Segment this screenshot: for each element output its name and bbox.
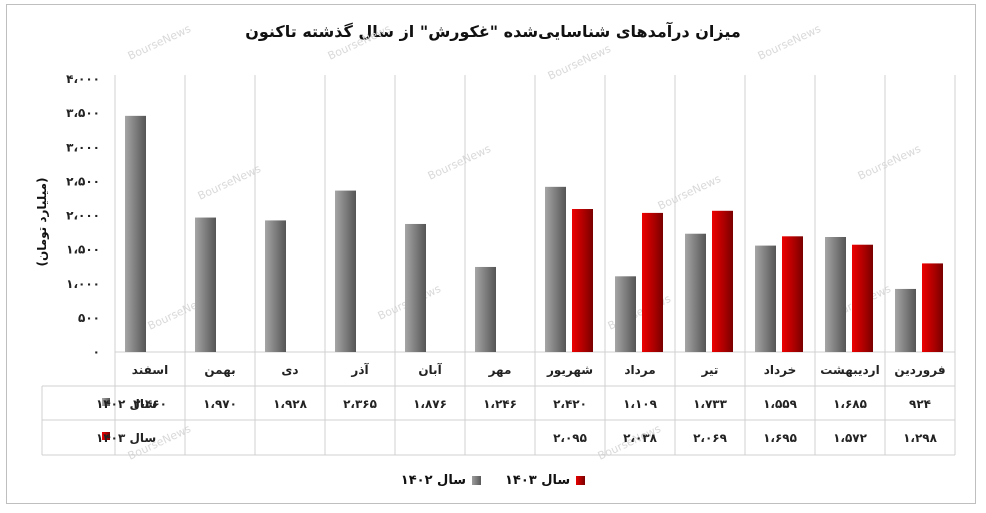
table-cell-1402: ۱،۲۴۶	[483, 397, 517, 411]
legend-item-1402: سال ۱۴۰۲	[401, 473, 481, 488]
table-cell-1403: ۱،۶۹۵	[763, 431, 797, 445]
table-cell-1403: ۱،۲۹۸	[903, 431, 938, 445]
bar-1402	[195, 217, 216, 352]
x-tick-label: تیر	[701, 363, 719, 377]
bar-1402	[685, 233, 706, 352]
legend-swatch-1403	[576, 476, 586, 485]
y-tick-label: ۲،۰۰۰	[66, 209, 100, 223]
watermark-0: BourseNews	[126, 22, 193, 63]
bar-1402	[265, 220, 286, 352]
bar-1403	[922, 263, 943, 352]
x-tick-label: مهر	[488, 363, 512, 377]
x-tick-label: آبان	[418, 362, 442, 377]
x-tick-label: مرداد	[624, 363, 655, 377]
y-tick-label: ۴،۰۰۰	[66, 72, 100, 86]
bar-1402	[335, 190, 356, 352]
row-header-1402: سال ۱۴۰۲	[96, 397, 156, 411]
watermark-6: BourseNews	[656, 172, 723, 213]
table-cell-1403: ۲،۰۳۸	[623, 431, 658, 445]
bar-1403	[852, 244, 873, 352]
y-tick-label: ۱،۵۰۰	[66, 243, 100, 257]
table-cell-1402: ۹۲۴	[909, 397, 931, 411]
x-tick-label: شهریور	[546, 363, 593, 378]
y-tick-label: ۵۰۰	[78, 311, 100, 325]
chart-legend: سال ۱۴۰۲ سال ۱۴۰۳	[0, 473, 986, 488]
bar-1402	[825, 236, 846, 352]
watermark-2: BourseNews	[546, 42, 613, 83]
bar-1402	[895, 288, 916, 352]
bar-1402	[615, 276, 636, 352]
legend-label-1403: سال ۱۴۰۳	[505, 473, 571, 488]
table-cell-1402: ۲،۴۲۰	[553, 397, 587, 411]
row-key-1402	[102, 398, 110, 406]
table-cell-1402: ۲،۳۶۵	[343, 397, 377, 411]
row-key-1403	[102, 432, 110, 440]
table-cell-1402: ۳،۴۶۰	[133, 397, 167, 411]
table-cell-1402: ۱،۸۷۶	[413, 397, 447, 411]
table-cell-1402: ۱،۱۰۹	[623, 397, 658, 411]
x-tick-label: اردیبهشت	[820, 363, 879, 377]
bar-1403	[782, 236, 803, 352]
watermark-3: BourseNews	[756, 22, 823, 63]
bar-1402	[125, 115, 146, 352]
bar-1403	[572, 209, 593, 352]
watermark-1: BourseNews	[326, 22, 393, 63]
bar-1402	[545, 186, 566, 352]
x-tick-label: فروردین	[894, 363, 945, 378]
y-tick-label: ۱،۰۰۰	[66, 277, 100, 291]
x-tick-label: بهمن	[204, 363, 235, 377]
y-tick-label: ۲،۵۰۰	[66, 174, 100, 188]
table-cell-1402: ۱،۹۷۰	[203, 397, 237, 411]
y-tick-label: ۳،۰۰۰	[66, 140, 100, 154]
table-cell-1403: ۲،۰۶۹	[693, 431, 728, 445]
watermark-7: BourseNews	[856, 142, 923, 183]
table-cell-1402: ۱،۵۵۹	[763, 397, 798, 411]
table-cell-1403: ۲،۰۹۵	[553, 431, 587, 445]
bar-1402	[405, 223, 426, 352]
bar-1403	[712, 210, 733, 352]
y-tick-label: ۰	[93, 345, 100, 359]
legend-item-1403: سال ۱۴۰۳	[505, 473, 586, 488]
table-cell-1402: ۱،۹۲۸	[273, 397, 308, 411]
watermark-4: BourseNews	[196, 162, 263, 203]
table-cell-1402: ۱،۶۸۵	[833, 397, 867, 411]
table-cell-1403: ۱،۵۷۲	[833, 431, 868, 445]
row-header-1403: سال ۱۴۰۳	[96, 431, 156, 445]
bar-1402	[475, 266, 496, 352]
x-tick-label: اسفند	[132, 363, 168, 377]
legend-label-1402: سال ۱۴۰۲	[400, 473, 466, 488]
x-tick-label: آذر	[350, 362, 369, 377]
bar-1402	[755, 245, 776, 352]
chart-frame	[6, 4, 976, 504]
chart-title: میزان درآمدهای شناسایی‌شده "غکورش" از سا…	[245, 22, 741, 41]
x-tick-label: خرداد	[764, 363, 797, 377]
table-cell-1402: ۱،۷۳۳	[693, 397, 728, 411]
watermark-5: BourseNews	[426, 142, 493, 183]
x-tick-label: دی	[281, 363, 298, 377]
legend-swatch-1402	[472, 476, 481, 485]
y-tick-label: ۳،۵۰۰	[66, 106, 100, 120]
bar-1403	[642, 212, 663, 352]
